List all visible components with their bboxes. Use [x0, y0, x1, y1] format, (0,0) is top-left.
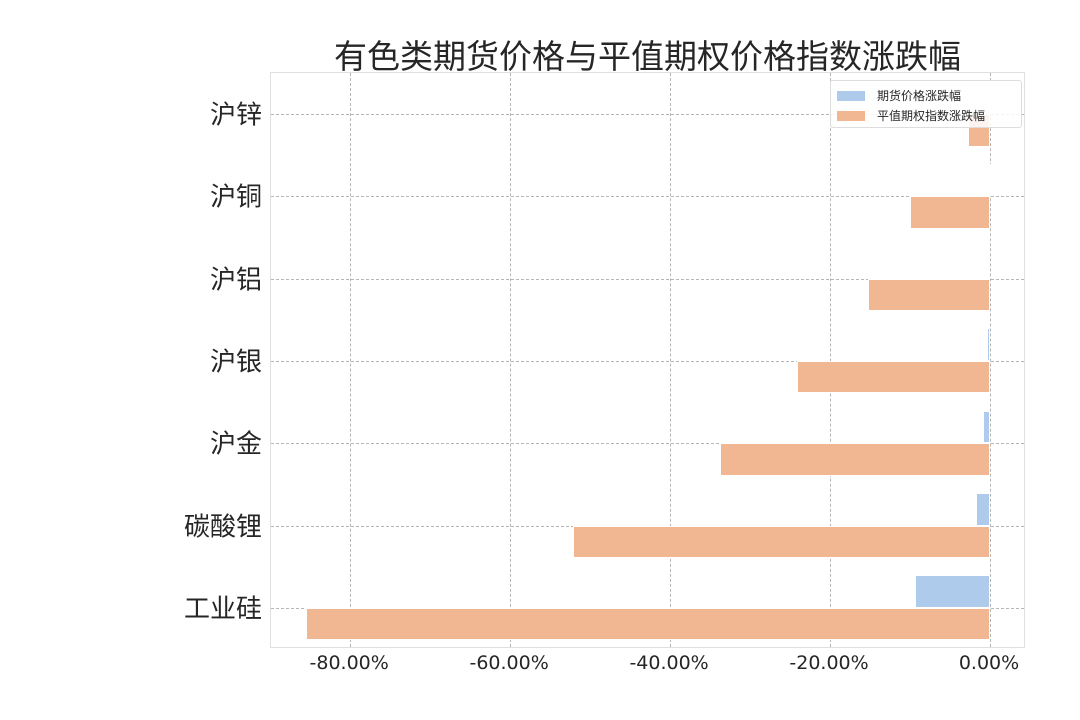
- x-tick-label: -20.00%: [789, 652, 869, 674]
- futures-bar: [975, 493, 990, 526]
- legend-item-futures: 期货价格涨跌幅: [837, 87, 961, 104]
- x-tick-label: 0.00%: [958, 652, 1020, 674]
- futures-bar: [986, 328, 990, 361]
- y-gridline: [271, 114, 1024, 115]
- options-bar: [868, 278, 990, 312]
- y-tick-label: 沪银: [209, 347, 262, 378]
- y-gridline: [271, 278, 1024, 280]
- futures-bar: [914, 575, 990, 608]
- y-tick-label: 碳酸锂: [183, 512, 262, 542]
- x-gridline: [350, 73, 352, 647]
- legend-item-options: 平值期权指数涨跌幅: [837, 107, 985, 124]
- legend-label-futures: 期货价格涨跌幅: [877, 89, 962, 103]
- legend-label-options: 平值期权指数涨跌幅: [877, 109, 986, 123]
- y-gridline: [271, 360, 1024, 362]
- futures-bar: [990, 163, 992, 197]
- x-gridline: [990, 73, 991, 647]
- y-tick-label: 沪铝: [209, 265, 262, 296]
- y-tick-label: 沪金: [209, 429, 262, 460]
- futures-bar: [987, 246, 990, 279]
- y-tick-label: 工业硅: [183, 594, 262, 625]
- x-tick-label: -60.00%: [469, 652, 549, 674]
- plot-area: [270, 72, 1025, 648]
- legend: 期货价格涨跌幅 平值期权指数涨跌幅: [830, 80, 1022, 128]
- options-bar: [910, 196, 990, 229]
- legend-swatch-options: [837, 110, 865, 121]
- x-tick-label: -80.00%: [309, 652, 389, 674]
- y-gridline: [271, 443, 1024, 445]
- x-gridline: [670, 73, 672, 647]
- futures-bar: [982, 410, 990, 444]
- options-bar: [719, 443, 990, 476]
- x-tick-label: -40.00%: [629, 652, 709, 674]
- options-bar: [797, 360, 990, 394]
- options-bar: [306, 607, 990, 641]
- chart-title: 有色类期货价格与平值期权价格指数涨跌幅: [334, 37, 961, 76]
- y-tick-label: 沪锌: [209, 100, 262, 131]
- y-gridline: [271, 196, 1024, 198]
- legend-swatch-futures: [837, 90, 865, 101]
- x-gridline: [510, 73, 512, 647]
- x-gridline: [830, 73, 832, 647]
- y-tick-label: 沪铜: [209, 182, 262, 213]
- options-bar: [573, 525, 990, 558]
